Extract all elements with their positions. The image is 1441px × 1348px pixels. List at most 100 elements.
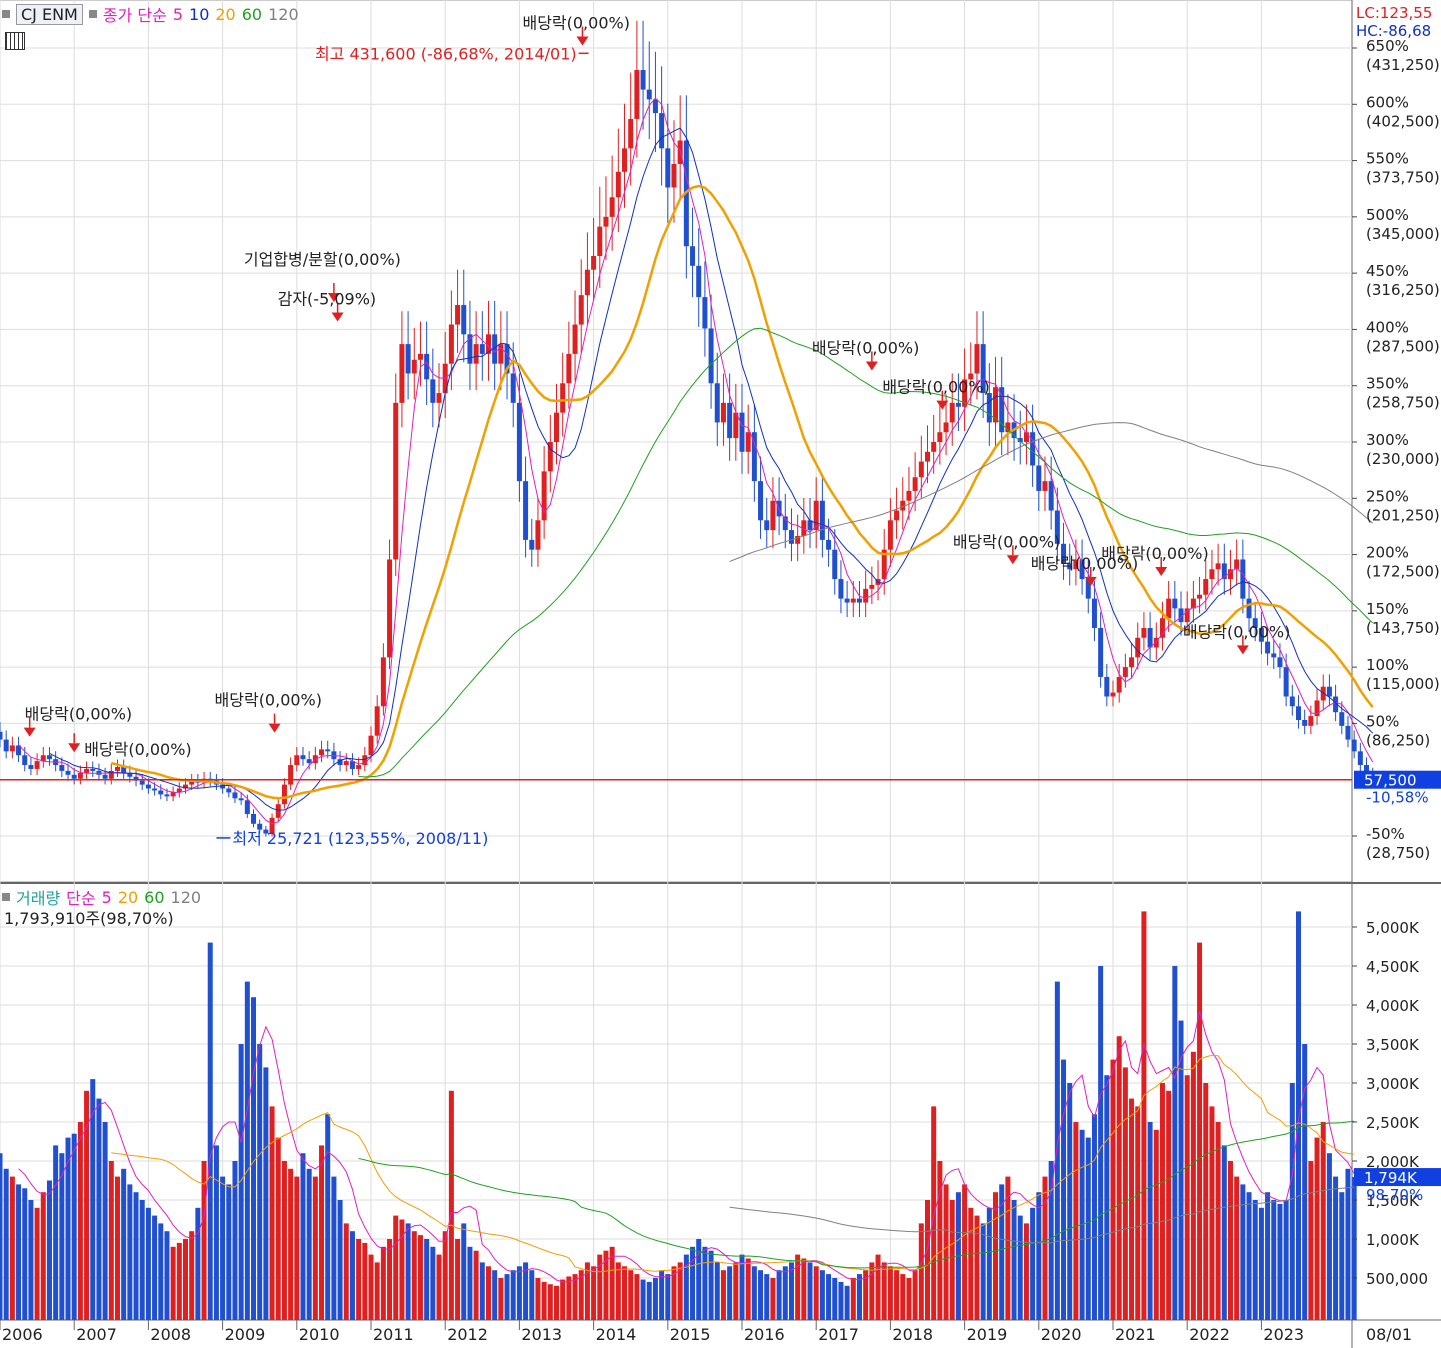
candle-body [121, 766, 127, 773]
volume-bar [504, 1274, 510, 1320]
volume-bar [788, 1262, 794, 1320]
volume-value: 1,793,910주(98,70%) [4, 909, 174, 928]
volume-bar [77, 1122, 83, 1320]
candle-body [84, 768, 90, 773]
volume-bar [90, 1079, 96, 1320]
candle-body [1203, 579, 1209, 595]
price-axis-price: (402,500) [1366, 112, 1440, 130]
volume-bar [795, 1254, 801, 1320]
candle-body [856, 598, 862, 603]
volume-axis-label: 2,000K [1366, 1153, 1420, 1171]
candle-body [1184, 608, 1190, 623]
candle-body [628, 118, 634, 149]
volume-bar [1017, 1215, 1023, 1320]
candle-body [733, 412, 739, 439]
volume-bar [399, 1219, 405, 1320]
candle-body [1178, 608, 1184, 623]
candle-body [417, 353, 423, 360]
volume-bar [881, 1262, 887, 1320]
volume-bar [133, 1192, 139, 1320]
candle-body [937, 432, 943, 442]
price-axis-pct: 600% [1366, 93, 1409, 111]
volume-bar [640, 1279, 646, 1320]
volume-bar [529, 1270, 535, 1320]
volume-bar [152, 1215, 158, 1320]
current-price-tag [1354, 770, 1441, 789]
candle-body [659, 113, 665, 149]
volume-bar [1265, 1192, 1271, 1320]
volume-bar [931, 1106, 937, 1320]
candle-body [863, 588, 869, 603]
candle-body [374, 706, 380, 736]
volume-bar [591, 1266, 597, 1320]
price-axis-pct: -50% [1366, 825, 1405, 843]
volume-bar [510, 1270, 516, 1320]
candle-body [758, 481, 764, 521]
volume-bar [331, 1176, 337, 1320]
year-label: 2023 [1263, 1325, 1304, 1344]
year-label: 2021 [1115, 1325, 1156, 1344]
candle-body [578, 295, 584, 325]
candle-body [1240, 559, 1246, 599]
volume-bar [912, 1270, 918, 1320]
candle-body [152, 788, 158, 791]
candle-body [356, 765, 362, 769]
volume-bar [213, 1145, 219, 1320]
volume-bar [1110, 1059, 1116, 1320]
volume-bar [238, 1044, 244, 1320]
candle-body [584, 269, 590, 296]
volume-bar [3, 1168, 9, 1320]
volume-bar [1073, 1122, 1079, 1320]
candle-body [1085, 579, 1091, 599]
candle-body [127, 772, 133, 777]
candle-body [436, 393, 442, 403]
ma-line-20 [110, 184, 1374, 800]
volume-bar [1042, 1176, 1048, 1320]
candle-body [300, 755, 306, 760]
candle-body [603, 216, 609, 227]
hc-label: HC:-86,68 [1356, 22, 1432, 40]
table-grid-icon[interactable] [5, 32, 25, 50]
volume-bar [1147, 1122, 1153, 1320]
candle-body [894, 510, 900, 521]
candle-body [325, 749, 331, 752]
volume-bar [628, 1270, 634, 1320]
volume-bar [1209, 1106, 1215, 1320]
candle-body [1215, 563, 1221, 570]
price-axis-price: (287,500) [1366, 337, 1440, 355]
candle-body [516, 402, 522, 482]
volume-bar [1221, 1145, 1227, 1320]
candle-body [3, 739, 9, 752]
candle-body [244, 800, 250, 814]
price-axis-price: (258,750) [1366, 394, 1440, 412]
volume-bar [1030, 1207, 1036, 1320]
candle-body [170, 792, 176, 797]
candle-body [912, 477, 918, 491]
event-marker-icon [865, 361, 878, 371]
vol-ma-line-5 [18, 1011, 1355, 1283]
volume-bar [244, 981, 250, 1320]
volume-bar [467, 1246, 473, 1320]
volume-axis-label: 4,000K [1366, 997, 1420, 1015]
candle-body [164, 794, 170, 797]
candle-body [1091, 598, 1097, 628]
event-label: 배당락(0,00%) [1031, 554, 1138, 573]
event-marker-icon [1084, 576, 1097, 586]
stock-name[interactable]: CJ ENM [16, 3, 83, 25]
volume-axis-label: 1,000K [1366, 1231, 1420, 1249]
volume-bar [887, 1266, 893, 1320]
ma-period-10: 10 [189, 4, 210, 24]
candle-body [696, 265, 702, 298]
volume-bar [84, 1090, 90, 1320]
candle-body [59, 765, 65, 771]
volume-bar [764, 1274, 770, 1320]
candle-body [189, 780, 195, 785]
candle-body [850, 598, 856, 603]
candle-body [906, 490, 912, 501]
volume-bar [1067, 1083, 1073, 1320]
candle-body [770, 500, 776, 531]
candle-body [980, 344, 986, 394]
candle-body [554, 412, 559, 442]
volume-bar [1048, 1161, 1054, 1320]
